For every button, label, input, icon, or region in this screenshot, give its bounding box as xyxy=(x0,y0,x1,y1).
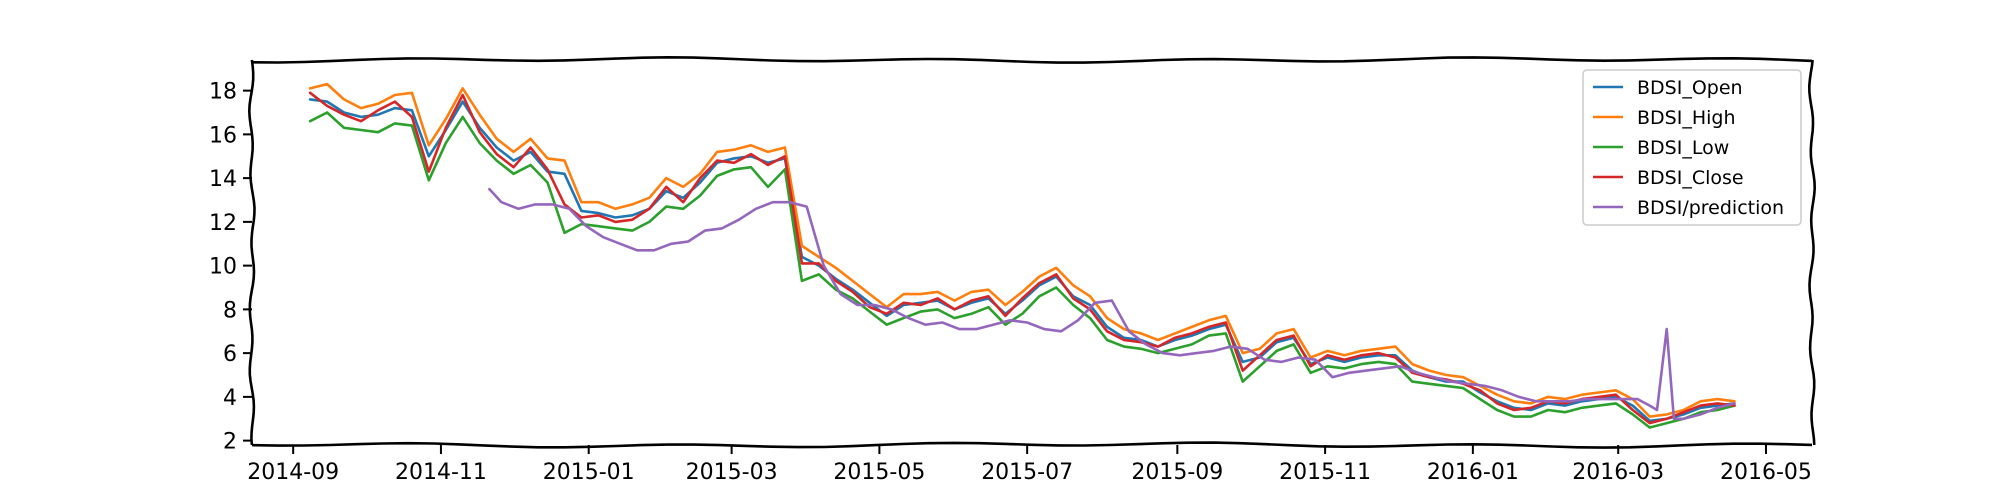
y-tick-label: 6 xyxy=(223,342,237,367)
legend-label: BDSI_Close xyxy=(1637,167,1744,189)
y-tick-label: 4 xyxy=(223,386,237,411)
x-tick-label: 2015-05 xyxy=(833,460,925,485)
plot-frame xyxy=(247,55,1817,449)
legend: BDSI_Open BDSI_High BDSI_Low BDSI_Close BDSI… xyxy=(1582,69,1802,226)
y-tick-label: 8 xyxy=(223,298,237,323)
x-tick-label: 2016-01 xyxy=(1427,460,1519,485)
y-tick-label: 14 xyxy=(209,167,237,192)
x-tick-label: 2015-09 xyxy=(1131,460,1223,485)
x-tick-label: 2014-11 xyxy=(395,460,487,485)
x-tick-label: 2015-11 xyxy=(1279,460,1371,485)
legend-box xyxy=(1582,69,1802,226)
y-tick-label: 12 xyxy=(209,211,237,236)
x-tick-label: 2014-09 xyxy=(247,460,339,485)
series-layer xyxy=(308,82,1736,429)
x-tick-label: 2015-01 xyxy=(543,460,635,485)
legend-label: BDSI_High xyxy=(1637,107,1736,129)
y-tick-label: 16 xyxy=(209,123,237,148)
series-line-bdsi-close xyxy=(308,91,1736,425)
legend-label: BDSI/prediction xyxy=(1637,197,1784,219)
legend-label: BDSI_Open xyxy=(1637,77,1743,99)
y-tick-label: 18 xyxy=(209,80,237,105)
series-line-bdsi-high xyxy=(308,82,1736,418)
y-axis: 2 4 6 8 10 12 14 16 18 xyxy=(209,80,252,455)
x-tick-label: 2016-03 xyxy=(1572,460,1664,485)
x-axis: 2014-09 2014-11 2015-01 2015-03 2015-05 2015-… xyxy=(247,445,1812,485)
x-tick-label: 2016-05 xyxy=(1720,460,1812,485)
x-tick-label: 2015-07 xyxy=(981,460,1073,485)
y-tick-label: 2 xyxy=(223,430,237,455)
series-line-bdsi-open xyxy=(308,98,1736,423)
legend-label: BDSI_Low xyxy=(1637,137,1729,159)
series-line-bdsi-low xyxy=(308,111,1736,429)
series-line-bdsi-prediction xyxy=(488,187,1736,421)
x-tick-label: 2015-03 xyxy=(686,460,778,485)
y-tick-label: 10 xyxy=(209,255,237,280)
